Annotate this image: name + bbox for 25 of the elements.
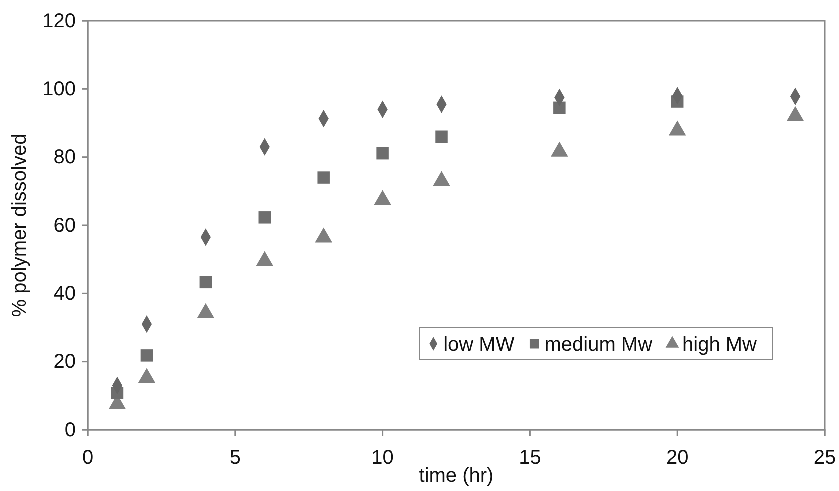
point (258, 212, 272, 224)
point (140, 350, 154, 362)
y-tick-label: 60 (54, 214, 76, 237)
point (554, 102, 566, 114)
y-tick-label: 20 (54, 351, 76, 374)
legend-label: low MW (444, 334, 515, 356)
point (436, 130, 448, 144)
x-tick-label: 15 (519, 447, 542, 470)
y-tick-label: 40 (54, 283, 76, 306)
point (200, 276, 212, 289)
x-tick-label: 25 (814, 447, 836, 470)
x-tick-label: 5 (230, 447, 241, 470)
y-tick-label: 80 (54, 146, 76, 169)
point (376, 147, 389, 160)
y-tick-label: 0 (64, 419, 76, 442)
legend-label: medium Mw (544, 334, 654, 356)
x-tick-label: 0 (82, 447, 94, 470)
y-tick-label: 100 (42, 78, 76, 101)
x-tick-label: 10 (372, 447, 394, 470)
point (318, 172, 330, 184)
y-tick-label: 120 (42, 10, 76, 32)
y-axis-title: % polymer dissolved (9, 134, 31, 318)
x-axis-title: time (hr) (419, 465, 494, 487)
x-tick-label: 20 (666, 447, 689, 470)
legend-label: high Mw (682, 334, 758, 356)
